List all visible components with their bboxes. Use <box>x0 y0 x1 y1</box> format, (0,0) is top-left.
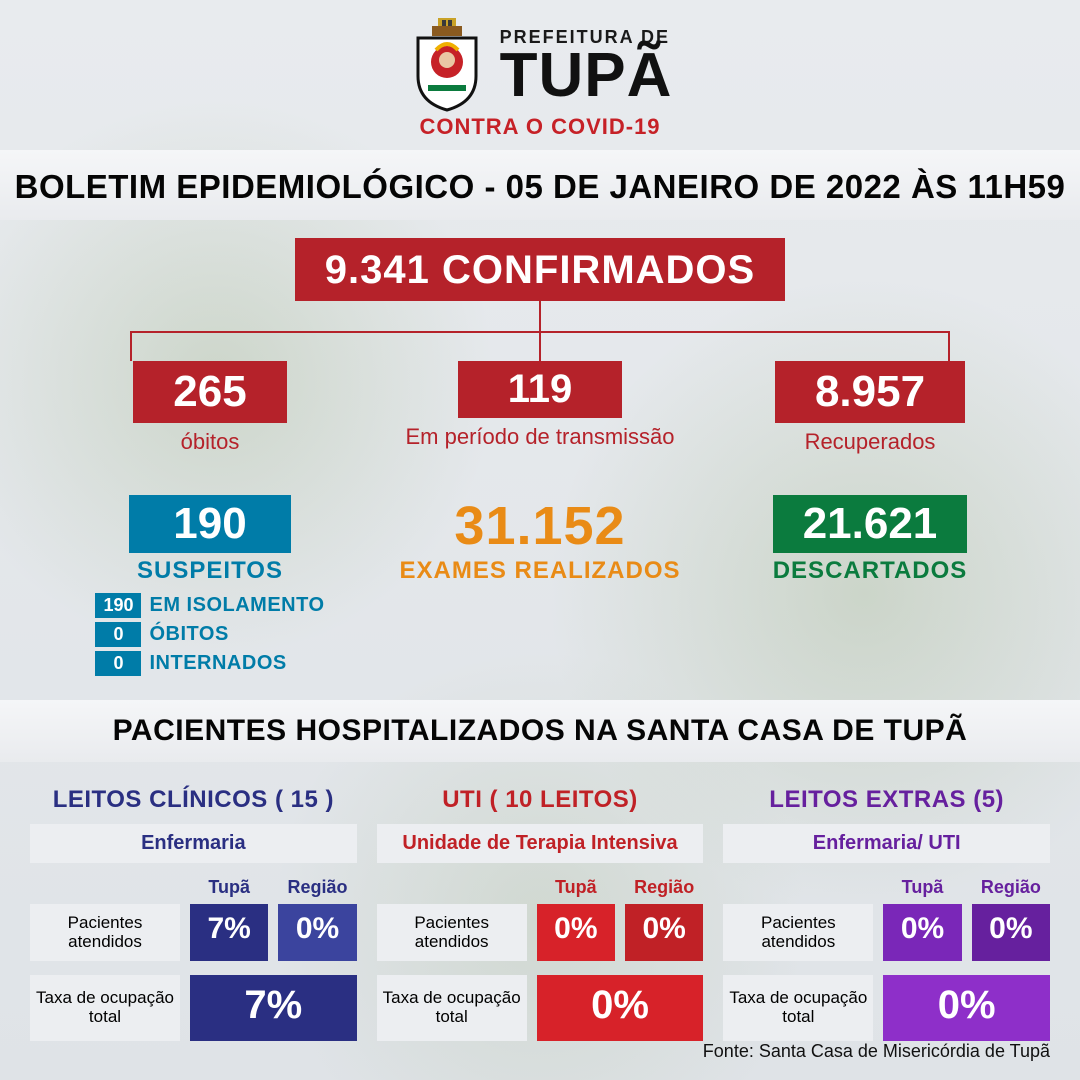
clinicos-title: LEITOS CLÍNICOS ( 15 ) <box>30 786 357 814</box>
tupa-header: Tupã <box>883 877 961 898</box>
slogan: CONTRA O COVID-19 <box>0 114 1080 140</box>
leitos-extras-col: LEITOS EXTRAS (5) Enfermaria/ UTI Tupã R… <box>723 786 1050 1041</box>
regiao-header: Região <box>278 877 356 898</box>
transmissao-value: 119 <box>458 361 623 418</box>
descartados-label: DESCARTADOS <box>720 557 1020 585</box>
hospital-title: PACIENTES HOSPITALIZADOS NA SANTA CASA D… <box>0 714 1080 748</box>
suspeitos-value: 190 <box>129 495 290 553</box>
title-bar: BOLETIM EPIDEMIOLÓGICO - 05 DE JANEIRO D… <box>0 150 1080 220</box>
extras-total-value: 0% <box>883 975 1050 1040</box>
clinicos-subtitle: Enfermaria <box>30 824 357 863</box>
pacientes-row: Pacientes atendidos 0% 0% <box>377 904 704 961</box>
suspeitos-col: 190 SUSPEITOS 190 EM ISOLAMENTO 0 ÓBITOS… <box>60 495 360 680</box>
breakdown-row: 265 óbitos 119 Em período de transmissão… <box>60 361 1020 455</box>
extras-regiao-value: 0% <box>972 904 1050 961</box>
city-name: TUPÃ <box>500 48 673 104</box>
list-item: 0 INTERNADOS <box>95 651 324 676</box>
suspeitos-list: 190 EM ISOLAMENTO 0 ÓBITOS 0 INTERNADOS <box>95 593 324 680</box>
clinicos-total-value: 7% <box>190 975 357 1040</box>
isolamento-value: 190 <box>95 593 141 618</box>
logo-row: PREFEITURA DE TUPÃ <box>0 18 1080 112</box>
tupa-header: Tupã <box>537 877 615 898</box>
main-stats: 9.341 CONFIRMADOS 265 óbitos 119 Em perí… <box>0 220 1080 680</box>
taxa-row: Taxa de ocupação total 0% <box>723 975 1050 1040</box>
extras-tupa-value: 0% <box>883 904 961 961</box>
descartados-value: 21.621 <box>773 495 968 553</box>
exames-label: EXAMES REALIZADOS <box>390 557 690 585</box>
extras-title: LEITOS EXTRAS (5) <box>723 786 1050 814</box>
uti-total-value: 0% <box>537 975 704 1040</box>
isolamento-label: EM ISOLAMENTO <box>149 594 324 617</box>
list-item: 0 ÓBITOS <box>95 622 324 647</box>
recuperados-col: 8.957 Recuperados <box>720 361 1020 455</box>
hospital-bar: PACIENTES HOSPITALIZADOS NA SANTA CASA D… <box>0 700 1080 762</box>
taxa-label: Taxa de ocupação total <box>723 975 873 1040</box>
internados-label: INTERNADOS <box>149 652 286 675</box>
bulletin-title: BOLETIM EPIDEMIOLÓGICO - 05 DE JANEIRO D… <box>0 168 1080 206</box>
taxa-row: Taxa de ocupação total 7% <box>30 975 357 1040</box>
clinicos-regiao-value: 0% <box>278 904 356 961</box>
obitos-value: 265 <box>133 361 286 423</box>
city-crest-icon <box>408 18 486 112</box>
sus-obitos-label: ÓBITOS <box>149 623 228 646</box>
pacientes-label: Pacientes atendidos <box>30 904 180 961</box>
leitos-uti-col: UTI ( 10 LEITOS) Unidade de Terapia Inte… <box>377 786 704 1041</box>
extras-subtitle: Enfermaria/ UTI <box>723 824 1050 863</box>
transmissao-col: 119 Em período de transmissão <box>390 361 690 455</box>
clinicos-tupa-value: 7% <box>190 904 268 961</box>
recuperados-value: 8.957 <box>775 361 965 423</box>
taxa-label: Taxa de ocupação total <box>377 975 527 1040</box>
list-item: 190 EM ISOLAMENTO <box>95 593 324 618</box>
pacientes-label: Pacientes atendidos <box>377 904 527 961</box>
obitos-label: óbitos <box>60 429 360 455</box>
regiao-header: Região <box>972 877 1050 898</box>
header: PREFEITURA DE TUPÃ CONTRA O COVID-19 <box>0 0 1080 140</box>
transmissao-label: Em período de transmissão <box>390 424 690 450</box>
pacientes-label: Pacientes atendidos <box>723 904 873 961</box>
sus-obitos-value: 0 <box>95 622 141 647</box>
source-label: Fonte: Santa Casa de Misericórdia de Tup… <box>703 1041 1050 1062</box>
descartados-col: 21.621 DESCARTADOS <box>720 495 1020 585</box>
confirmados-box: 9.341 CONFIRMADOS <box>295 238 785 301</box>
uti-regiao-value: 0% <box>625 904 703 961</box>
uti-subtitle: Unidade de Terapia Intensiva <box>377 824 704 863</box>
regiao-header: Região <box>625 877 703 898</box>
tree-connector <box>130 301 950 361</box>
internados-value: 0 <box>95 651 141 676</box>
pacientes-row: Pacientes atendidos 7% 0% <box>30 904 357 961</box>
exames-col: 31.152 EXAMES REALIZADOS <box>390 495 690 585</box>
recuperados-label: Recuperados <box>720 429 1020 455</box>
header-row: Tupã Região <box>30 877 357 898</box>
leitos-clinicos-col: LEITOS CLÍNICOS ( 15 ) Enfermaria Tupã R… <box>30 786 357 1041</box>
exames-value: 31.152 <box>390 495 690 557</box>
uti-tupa-value: 0% <box>537 904 615 961</box>
header-row: Tupã Região <box>377 877 704 898</box>
obitos-col: 265 óbitos <box>60 361 360 455</box>
suspeitos-label: SUSPEITOS <box>60 557 360 585</box>
logo-text: PREFEITURA DE TUPÃ <box>500 27 673 104</box>
header-row: Tupã Região <box>723 877 1050 898</box>
tupa-header: Tupã <box>190 877 268 898</box>
hospital-grid: LEITOS CLÍNICOS ( 15 ) Enfermaria Tupã R… <box>30 786 1050 1041</box>
secondary-row: 190 SUSPEITOS 190 EM ISOLAMENTO 0 ÓBITOS… <box>60 495 1020 680</box>
pacientes-row: Pacientes atendidos 0% 0% <box>723 904 1050 961</box>
taxa-row: Taxa de ocupação total 0% <box>377 975 704 1040</box>
taxa-label: Taxa de ocupação total <box>30 975 180 1040</box>
uti-title: UTI ( 10 LEITOS) <box>377 786 704 814</box>
